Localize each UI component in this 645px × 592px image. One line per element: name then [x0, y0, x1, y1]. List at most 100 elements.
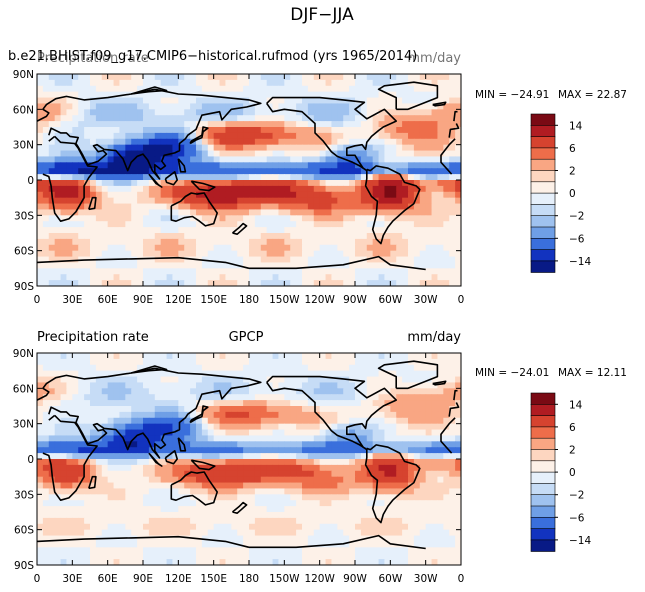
field-cell	[125, 447, 132, 454]
field-cell	[419, 191, 427, 199]
field-cell	[449, 174, 456, 181]
field-cell	[325, 417, 333, 425]
field-cell	[113, 168, 121, 175]
field-cell	[260, 85, 268, 93]
field-cell	[296, 517, 303, 525]
field-cell	[325, 406, 333, 413]
field-cell	[254, 364, 262, 372]
field-cell	[219, 144, 227, 152]
field-cell	[325, 233, 333, 240]
field-cell	[78, 370, 85, 378]
field-cell	[178, 464, 185, 472]
field-cell	[95, 115, 103, 122]
field-cell	[37, 488, 44, 495]
field-cell	[384, 79, 391, 87]
field-cell	[455, 244, 461, 252]
field-cell	[42, 482, 50, 490]
field-cell	[95, 453, 103, 460]
field-cell	[90, 417, 97, 425]
field-cell	[355, 494, 362, 501]
field-cell	[254, 447, 262, 454]
field-cell	[113, 464, 121, 472]
field-cell	[437, 132, 444, 140]
field-cell	[378, 417, 386, 425]
field-cell	[48, 274, 56, 281]
field-cell	[131, 364, 138, 372]
field-cell	[201, 453, 209, 460]
field-cell	[337, 459, 344, 466]
field-cell	[408, 400, 415, 407]
field-cell	[384, 132, 391, 140]
field-cell	[113, 97, 121, 105]
field-cell	[154, 482, 162, 490]
field-cell	[166, 268, 174, 275]
field-cell	[378, 180, 386, 187]
field-cell	[284, 227, 291, 234]
field-cell	[396, 162, 403, 169]
field-cell	[196, 506, 203, 513]
field-cell	[249, 132, 256, 140]
field-cell	[355, 132, 362, 140]
field-cell	[178, 191, 185, 199]
field-cell	[37, 127, 44, 134]
field-cell	[284, 441, 291, 448]
field-cell	[42, 494, 50, 501]
colorbar-box	[530, 260, 556, 273]
field-cell	[272, 85, 280, 93]
panel-model: Precipitation rate mm/day b.e21.BHIST.f0…	[8, 49, 627, 306]
field-cell	[196, 423, 203, 431]
field-cell	[125, 353, 132, 360]
field-cell	[148, 423, 156, 431]
field-cell	[131, 185, 138, 193]
field-cell	[119, 364, 126, 372]
field-cell	[284, 358, 291, 366]
field-cell	[413, 382, 421, 389]
field-cell	[125, 227, 132, 234]
field-cell	[178, 358, 185, 366]
field-cell	[413, 138, 421, 146]
field-cell	[278, 185, 285, 193]
field-cell	[360, 280, 368, 286]
field-cell	[278, 256, 285, 264]
field-cell	[131, 221, 138, 228]
field-cell	[325, 174, 333, 181]
field-cell	[366, 429, 374, 437]
field-cell	[254, 150, 262, 158]
field-cell	[213, 203, 221, 211]
field-cell	[166, 417, 174, 425]
field-cell	[60, 79, 68, 87]
field-cell	[307, 494, 315, 501]
field-cell	[72, 364, 79, 372]
field-cell	[343, 400, 350, 407]
field-cell	[290, 274, 297, 281]
field-cell	[101, 370, 109, 378]
field-cell	[148, 121, 156, 128]
field-cell	[90, 453, 97, 460]
field-cell	[148, 74, 156, 81]
field-cell	[107, 168, 115, 175]
field-cell	[190, 529, 197, 537]
field-cell	[337, 406, 344, 413]
field-cell	[95, 74, 103, 81]
field-cell	[131, 233, 138, 240]
field-cell	[390, 470, 397, 478]
field-cell	[437, 476, 444, 484]
field-cell	[254, 168, 262, 175]
field-cell	[437, 506, 444, 513]
field-cell	[201, 121, 209, 128]
field-cell	[78, 268, 85, 275]
field-cell	[266, 435, 274, 442]
field-cell	[196, 429, 203, 437]
field-cell	[143, 394, 150, 401]
field-cell	[154, 500, 162, 507]
field-cell	[266, 256, 274, 264]
field-cell	[90, 470, 97, 478]
field-cell	[355, 233, 362, 240]
field-cell	[413, 364, 421, 372]
field-cell	[384, 459, 391, 466]
field-cell	[184, 358, 191, 366]
field-cell	[48, 132, 56, 140]
field-cell	[313, 121, 321, 128]
field-cell	[166, 358, 174, 366]
field-cell	[219, 138, 227, 146]
